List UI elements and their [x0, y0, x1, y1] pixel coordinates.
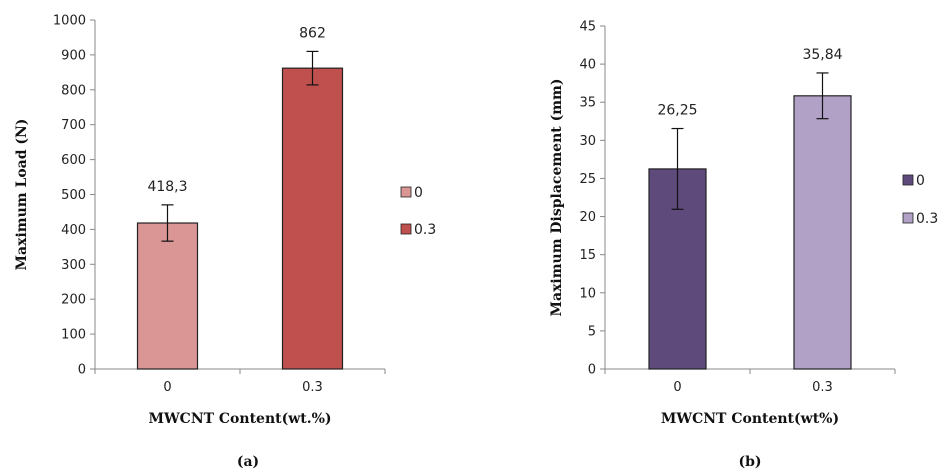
y-tick-label: 900	[61, 48, 86, 63]
y-tick-label: 35	[579, 96, 596, 111]
legend-label-0: 0	[414, 185, 423, 201]
y-tick-label: 1000	[53, 14, 86, 29]
chart-a-load: 0 100 200 300 400 500 600 700 800 900 1000 418,3 86…	[14, 14, 436, 471]
y-tick-label: 10	[579, 286, 596, 301]
legend-label-0: 0	[916, 173, 925, 189]
x-tick-label: 0.3	[302, 380, 323, 395]
bar-0	[136, 222, 199, 370]
y-ticks: 0 5 10 15 20 25 30 35 40 45	[579, 20, 605, 378]
y-tick-label: 500	[61, 188, 86, 203]
error-bar-0	[671, 127, 684, 210]
y-tick-label: 200	[61, 293, 86, 308]
x-axis-title: MWCNT Content(wt.%)	[148, 411, 331, 427]
data-label-0.3: 35,84	[802, 47, 842, 63]
data-label-0: 26,25	[657, 103, 697, 119]
legend-label-0.3: 0.3	[414, 222, 436, 238]
y-tick-label: 5	[588, 324, 596, 339]
bar-0.3	[793, 95, 852, 370]
error-bar-0	[161, 204, 174, 242]
y-tick-label: 30	[579, 134, 596, 149]
y-tick-label: 25	[579, 172, 596, 187]
y-tick-label: 20	[579, 210, 596, 225]
error-bar-0.3	[816, 72, 829, 120]
legend: 00.3	[902, 173, 938, 227]
legend: 00.3	[400, 185, 436, 238]
y-tick-label: 300	[61, 258, 86, 273]
x-ticks: 0 0.3	[94, 369, 386, 395]
y-tick-label: 100	[61, 328, 86, 343]
x-tick-label: 0	[163, 380, 171, 395]
bars: 418,3 862	[136, 25, 344, 370]
bars: 26,25 35,84	[648, 47, 852, 370]
y-ticks: 0 100 200 300 400 500 600 700 800 900 1000	[53, 14, 95, 378]
y-tick-label: 15	[579, 248, 596, 263]
y-tick-label: 800	[61, 83, 86, 98]
y-tick-label: 700	[61, 118, 86, 133]
y-tick-label: 600	[61, 153, 86, 168]
caption: (a)	[237, 454, 259, 470]
legend-swatch-0.3	[400, 223, 412, 235]
y-tick-label: 40	[579, 58, 596, 73]
data-label-0: 418,3	[147, 179, 187, 195]
y-tick-label: 0	[78, 363, 86, 378]
bar-0.3	[281, 67, 344, 370]
x-axis-title: MWCNT Content(wt%)	[661, 411, 839, 427]
y-tick-label: 400	[61, 223, 86, 238]
y-axis-title: Maximum Load (N)	[14, 119, 30, 271]
legend-swatch-0	[400, 186, 412, 198]
data-label-0.3: 862	[299, 25, 326, 41]
x-ticks: 0 0.3	[604, 369, 896, 395]
y-tick-label: 45	[579, 20, 596, 35]
legend-swatch-0	[902, 174, 914, 186]
error-bar-0.3	[306, 50, 319, 86]
y-axis-title: Maximum Displacement (mm)	[549, 79, 565, 317]
x-tick-label: 0	[673, 380, 681, 395]
x-tick-label: 0.3	[812, 380, 833, 395]
y-tick-label: 0	[588, 363, 596, 378]
legend-label-0.3: 0.3	[916, 211, 938, 227]
caption: (b)	[738, 454, 761, 470]
legend-swatch-0.3	[902, 212, 914, 224]
